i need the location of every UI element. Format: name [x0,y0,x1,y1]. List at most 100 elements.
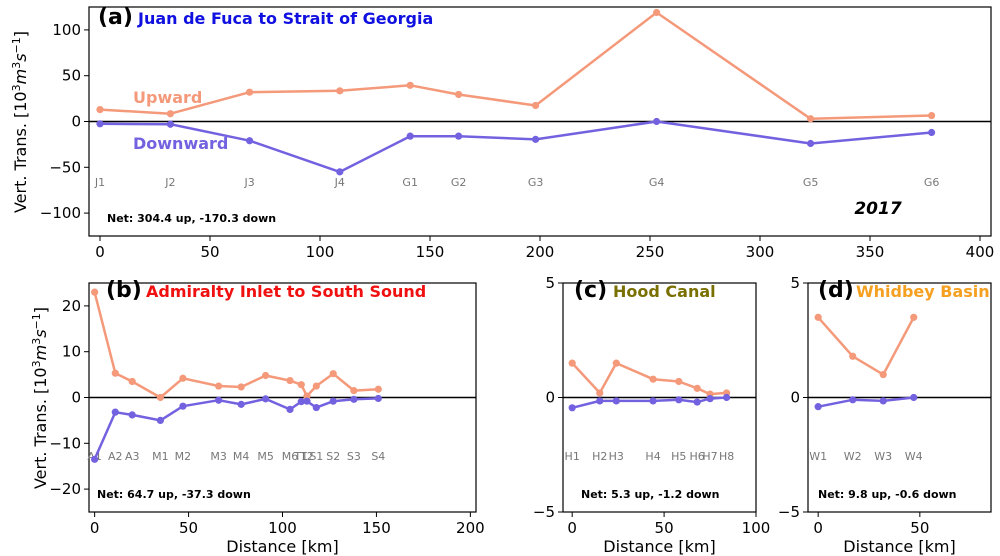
y-tick-label: 50 [62,67,81,85]
y-tick-label: 0 [71,389,81,407]
panel-label-a: (a) [98,5,133,30]
data-point-downward [350,395,358,403]
data-point-downward [814,403,822,411]
y-tick-label: 0 [71,113,81,131]
net-text-b: Net: 64.7 up, -37.3 down [97,488,251,501]
data-point-downward [722,393,731,402]
site-label-H3: H3 [609,450,624,463]
x-tick-label: 200 [526,243,555,261]
site-label-G1: G1 [402,176,418,189]
site-label-W4: W4 [905,450,923,463]
data-point-downward [128,411,136,419]
data-point-downward [156,416,164,424]
x-tick-label: 350 [856,243,885,261]
net-text-d: Net: 9.8 up, -0.6 down [818,488,957,501]
series-label-upward: Upward [133,88,202,107]
site-label-H4: H4 [645,450,660,463]
data-point-downward [91,455,99,463]
y-tick-label: 0 [790,389,800,407]
data-point-downward [455,132,463,140]
data-point-upward [156,393,164,402]
data-point-upward [286,376,294,385]
x-tick-label: 150 [416,243,445,261]
series-line-upward-b [93,291,379,399]
series-label-downward: Downward [133,134,228,153]
data-point-upward [128,377,136,386]
shared-labels: 2017 Vert. Trans. [103m3s−1] Vert. Trans. … [10,31,902,489]
data-point-upward [246,88,254,96]
y-tick-label: −10 [49,434,81,452]
data-point-downward [166,120,174,128]
y-tick-label: 10 [62,343,81,361]
series-line-upward-d [817,316,915,376]
site-label-A3: A3 [125,450,140,463]
site-label-H2: H2 [592,450,607,463]
site-label-G3: G3 [528,176,544,189]
x-tick-label: 0 [95,243,105,261]
site-label-J2: J2 [164,176,175,189]
site-label-J1: J1 [94,176,105,189]
data-point-upward [693,384,701,392]
data-point-downward [215,396,223,404]
data-point-downward [928,128,936,137]
data-point-upward [237,383,245,391]
net-text-c: Net: 5.3 up, -1.2 down [581,488,720,501]
site-label-S2: S2 [326,450,340,463]
data-point-upward [179,374,187,382]
data-point-upward [879,371,887,379]
site-label-M2: M2 [175,450,192,463]
panel-title-c: Hood Canal [613,282,716,301]
data-point-downward [286,405,294,414]
data-point-upward [649,375,657,383]
data-point-upward [350,387,358,395]
x-tick-label: 50 [200,243,219,261]
series-line-downward-a [99,120,932,174]
site-label-M1: M1 [152,450,169,463]
y-tick-label: 20 [62,297,81,315]
x-tick-label: 200 [456,519,485,537]
y-tick-label: 0 [545,389,555,407]
data-point-downward [596,397,604,405]
site-label-M3: M3 [210,450,227,463]
data-point-upward [166,110,174,118]
y-tick-label: 100 [52,21,81,39]
site-label-A2: A2 [108,450,123,463]
data-point-downward [329,397,337,405]
y-axis-label-a: Vert. Trans. [103m3s−1] [10,31,30,213]
y-tick-label: 5 [545,274,555,292]
data-point-downward [246,137,254,145]
site-label-M4: M4 [233,450,250,463]
site-label-G5: G5 [803,176,819,189]
x-tick-label: 100 [306,243,335,261]
data-point-downward [693,398,701,406]
panel-b: 05010015020020100−10−20A1A2A3M1M2M3M4M5M… [49,278,484,556]
site-label-S1: S1 [309,450,323,463]
data-point-downward [374,394,382,403]
data-point-upward [807,115,815,123]
site-label-H6: H6 [690,450,705,463]
x-tick-label: 50 [179,519,198,537]
data-point-downward [297,398,305,406]
data-point-downward [312,403,320,412]
y-tick-label: −5 [533,503,555,521]
series-line-downward-c [571,396,727,410]
site-label-W1: W1 [809,450,827,463]
data-point-upward [215,382,223,390]
series-line-upward-c [571,361,727,396]
data-point-upward [675,377,683,386]
data-point-downward [179,402,187,410]
panel-title-a: Juan de Fuca to Strait of Georgia [137,9,433,28]
series-line-downward-d [817,396,914,408]
y-tick-label: −5 [778,503,800,521]
site-label-H1: H1 [565,450,580,463]
site-label-G4: G4 [649,176,665,189]
data-point-downward [675,396,683,404]
x-tick-label: 100 [742,519,771,537]
site-label-S3: S3 [347,450,361,463]
site-label-H7: H7 [702,450,717,463]
data-point-downward [612,397,620,405]
data-point-upward [814,313,822,321]
